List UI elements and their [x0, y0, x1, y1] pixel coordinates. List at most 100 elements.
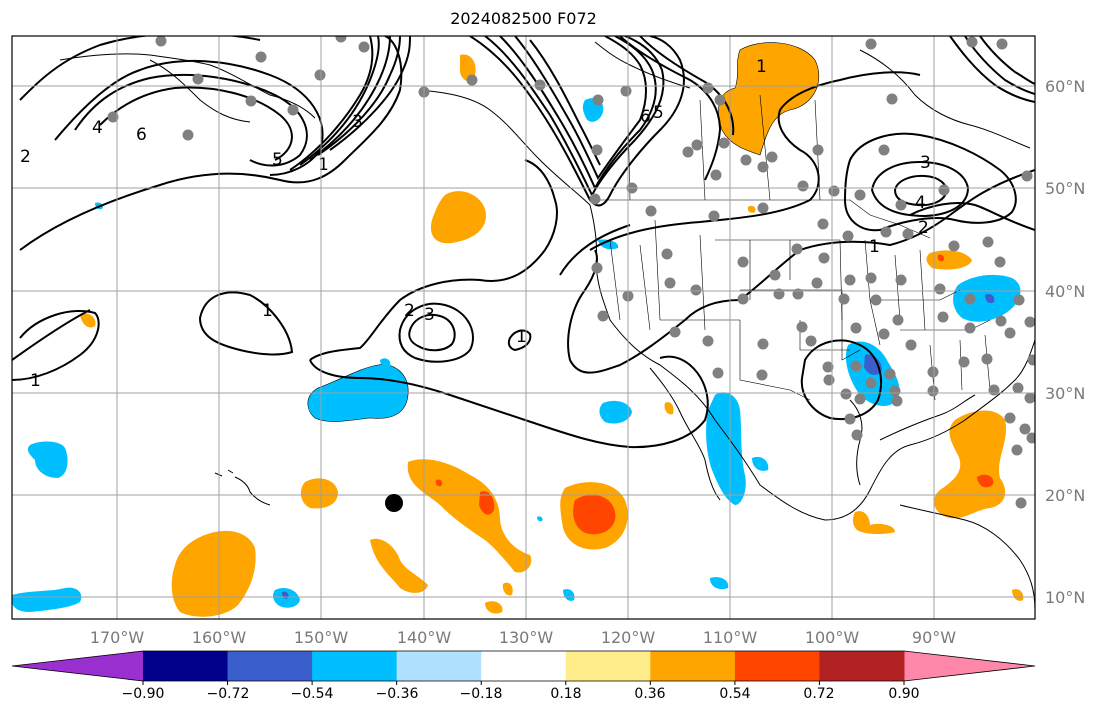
- colorbar-cell: [565, 651, 651, 681]
- colorbar-cell: [312, 651, 398, 681]
- colorbar-cell: [819, 651, 905, 681]
- gridlines: [12, 36, 1035, 619]
- precip-fill-regions: [12, 42, 1024, 617]
- station-dot: [981, 353, 993, 365]
- station-dot: [902, 228, 914, 240]
- lat-label: 40°N: [1045, 282, 1085, 301]
- station-dot: [766, 151, 778, 163]
- station-dot: [1019, 423, 1031, 435]
- station-dot: [1024, 392, 1035, 404]
- station-dot: [850, 360, 862, 372]
- colorbar-tick-label: 0.90: [888, 686, 919, 702]
- station-dot: [878, 144, 890, 156]
- station-dot: [245, 95, 257, 107]
- station-dot: [1021, 170, 1033, 182]
- station-dot: [958, 356, 970, 368]
- station-dot: [335, 36, 347, 43]
- lat-label: 60°N: [1045, 77, 1085, 96]
- station-dot: [823, 374, 835, 386]
- station-dot: [534, 79, 546, 91]
- station-dot: [805, 335, 817, 347]
- station-dot: [620, 85, 632, 97]
- station-dot: [1015, 497, 1027, 509]
- station-dot: [927, 366, 939, 378]
- station-dot: [287, 104, 299, 116]
- station-dot: [891, 395, 903, 407]
- station-dot: [757, 161, 769, 173]
- station-dot: [948, 240, 960, 252]
- station-dot: [870, 294, 882, 306]
- contour-label: 5: [272, 150, 283, 170]
- colorbar-tick-label: 0.72: [803, 686, 834, 702]
- station-dot: [850, 322, 862, 334]
- contour-lines: [12, 36, 1035, 449]
- station-dot: [854, 189, 866, 201]
- colorbar-cell: [650, 651, 736, 681]
- station-dot: [714, 94, 726, 106]
- station-dot: [314, 69, 326, 81]
- station-dot: [964, 322, 976, 334]
- station-dot: [645, 205, 657, 217]
- station-dot: [895, 274, 907, 286]
- colorbar: [11, 650, 1036, 685]
- station-dot: [466, 74, 478, 86]
- colorbar-cell: [396, 651, 482, 681]
- colorbar-tick-label: −0.36: [376, 686, 419, 702]
- lat-label: 30°N: [1045, 384, 1085, 403]
- colorbar-tick-label: 0.36: [634, 686, 665, 702]
- colorbar-labels: −0.90 −0.72 −0.54 −0.36 −0.18 0.18 0.36 …: [122, 686, 920, 702]
- lon-label: 130°W: [499, 628, 554, 647]
- station-dot: [927, 385, 939, 397]
- station-dot: [702, 335, 714, 347]
- contour-label: 1: [516, 327, 527, 347]
- contour-label: 1: [30, 371, 41, 391]
- station-dot: [597, 310, 609, 322]
- station-dot: [710, 169, 722, 181]
- colorbar-extend-high: [904, 651, 1035, 681]
- contour-label: 6: [136, 125, 147, 145]
- station-markers: [107, 36, 1035, 509]
- station-dot: [812, 144, 824, 156]
- station-dot: [840, 388, 852, 400]
- contour-label: 2: [20, 147, 31, 167]
- lon-label: 140°W: [397, 628, 452, 647]
- station-dot: [773, 288, 785, 300]
- lat-label: 20°N: [1045, 486, 1085, 505]
- colorbar-cell: [734, 651, 820, 681]
- lon-label: 120°W: [601, 628, 656, 647]
- lon-label: 100°W: [805, 628, 860, 647]
- station-dot: [791, 243, 803, 255]
- station-dot: [1004, 327, 1016, 339]
- station-dot: [1026, 432, 1035, 444]
- station-dot: [838, 293, 850, 305]
- station-dot: [737, 293, 749, 305]
- colorbar-cell: [481, 651, 567, 681]
- longitude-labels: 170°W 160°W 150°W 140°W 130°W 120°W 110°…: [90, 628, 956, 647]
- station-dot: [934, 283, 946, 295]
- contour-labels: 1 1 1 1 1 1 2 2 2 3 3 3 4 4 5 5 6 6: [20, 57, 931, 391]
- lat-label: 50°N: [1045, 179, 1085, 198]
- map-frame: [11, 35, 1036, 620]
- station-dot: [844, 274, 856, 286]
- station-dot: [708, 210, 720, 222]
- station-dot: [740, 154, 752, 166]
- station-dot: [865, 272, 877, 284]
- station-dot: [1024, 316, 1035, 328]
- station-dot: [182, 129, 194, 141]
- station-dot: [982, 236, 994, 248]
- station-dot: [737, 256, 749, 268]
- station-dot: [1012, 382, 1024, 394]
- colorbar-tick-label: −0.18: [460, 686, 503, 702]
- station-dot: [880, 226, 892, 238]
- station-dot: [718, 137, 730, 149]
- station-dot: [255, 51, 267, 63]
- station-dot: [757, 338, 769, 350]
- station-dot: [107, 111, 119, 123]
- station-dot: [712, 367, 724, 379]
- colorbar-tick-label: −0.72: [207, 686, 250, 702]
- station-dot: [591, 262, 603, 274]
- colorbar-tick-label: 0.18: [550, 686, 581, 702]
- station-dot: [664, 277, 676, 289]
- contour-label: 2: [404, 301, 415, 321]
